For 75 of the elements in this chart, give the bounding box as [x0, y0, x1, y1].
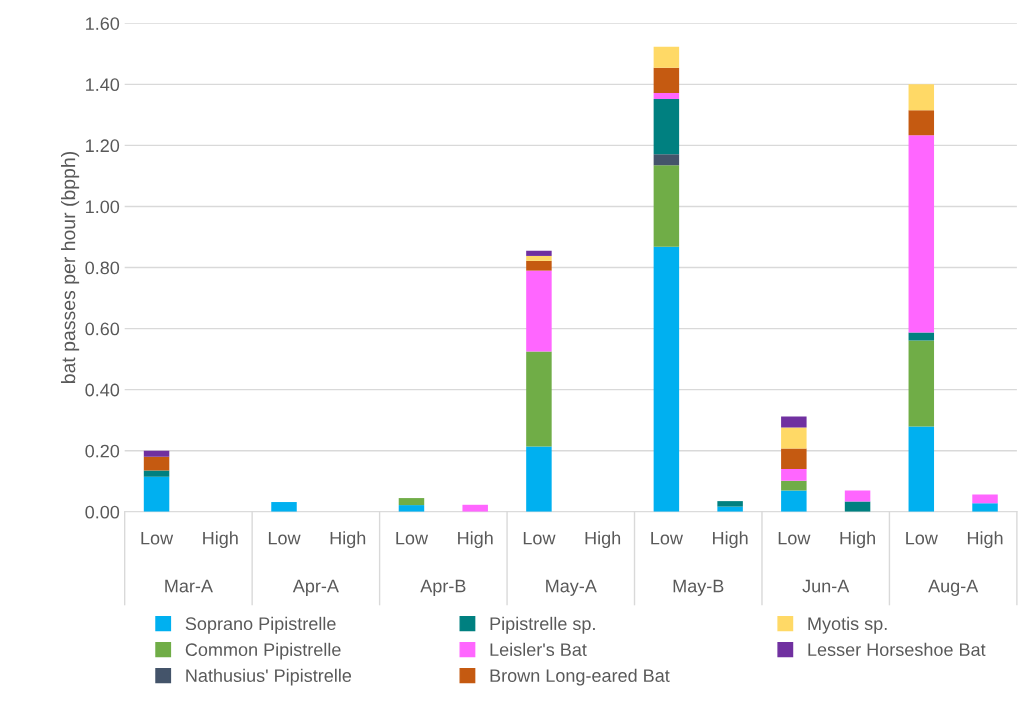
bar: [653, 246, 680, 512]
y-tick-label: 0.60: [85, 322, 120, 336]
bar: [653, 154, 680, 166]
bar: [526, 270, 552, 352]
bar: [526, 255, 552, 261]
x-tick-label: Low: [523, 531, 556, 545]
legend-label: Leisler's Bat: [490, 642, 587, 657]
bar: [526, 446, 552, 512]
bar: [781, 416, 807, 428]
bar: [526, 351, 552, 447]
bar: [781, 448, 807, 470]
bar: [398, 498, 425, 506]
y-tick-label: 1.20: [86, 139, 120, 153]
x-tick-label: Low: [396, 531, 429, 545]
y-tick-label: 1.40: [86, 78, 120, 92]
x-tick-label: High: [458, 531, 493, 549]
y-tick-label: 1.60: [86, 17, 120, 30]
bar: [781, 427, 807, 449]
text: Aug-A: [928, 579, 979, 596]
x-tick-label: High: [840, 531, 875, 549]
y-tick-label: 0.80: [85, 261, 120, 275]
bar: [908, 332, 935, 341]
text: Mar-A: [165, 579, 213, 593]
bar: [526, 260, 552, 271]
y-tick-label: 0.40: [85, 383, 120, 397]
bar: [143, 470, 170, 477]
x-tick-label: High: [585, 531, 621, 549]
y-axis-title: bat passes per hour (bpph): [61, 151, 80, 384]
x-tick-label: Low: [651, 531, 683, 545]
legend-label: Pipistrelle sp.: [490, 616, 595, 634]
bar: [781, 469, 807, 481]
text: May-A: [546, 579, 597, 596]
bar: [972, 494, 998, 504]
bar: [972, 503, 998, 512]
bar: [781, 490, 807, 512]
x-tick-label: Low: [268, 531, 301, 545]
bar: [143, 450, 170, 457]
legend-label: Soprano Pipistrelle: [185, 616, 336, 634]
legend-label: Nathusius' Pipistrelle: [186, 668, 352, 686]
text: May-B: [673, 579, 724, 596]
bar: [143, 476, 170, 512]
x-tick-label: Low: [141, 531, 174, 545]
bar: [653, 165, 680, 247]
bar: [908, 110, 935, 136]
legend-label: Myotis sp.: [808, 616, 887, 634]
bar: [844, 490, 871, 502]
text: Apr-B: [420, 579, 466, 596]
text: Jun-A: [802, 579, 850, 593]
bar: [908, 340, 935, 427]
bar: [653, 92, 680, 99]
y-tick-label: 1.00: [86, 200, 120, 214]
x-tick-label: High: [330, 531, 366, 549]
bar: [781, 480, 807, 491]
x-tick-label: High: [713, 531, 748, 549]
bar: [526, 250, 552, 256]
x-tick-label: Low: [778, 531, 811, 545]
bar: [908, 426, 935, 512]
legend-label: Lesser Horseshoe Bat: [808, 642, 986, 657]
bar: [908, 84, 935, 111]
bar: [143, 456, 170, 471]
bar: [717, 501, 743, 507]
bar: [908, 135, 935, 333]
x-tick-label: Low: [906, 531, 938, 545]
bar: [844, 501, 871, 512]
legend-label: Brown Long-eared Bat: [490, 668, 670, 686]
x-tick-label: High: [967, 531, 1003, 549]
legend-label: Common Pipistrelle: [185, 642, 341, 660]
y-tick-label: 0.20: [85, 444, 120, 458]
x-tick-label: High: [203, 531, 238, 549]
bar: [653, 98, 680, 155]
bar: [271, 502, 297, 512]
text: Apr-A: [292, 579, 339, 596]
bar: [653, 67, 680, 93]
y-tick-label: 0.00: [85, 505, 120, 519]
bar: [653, 46, 680, 68]
